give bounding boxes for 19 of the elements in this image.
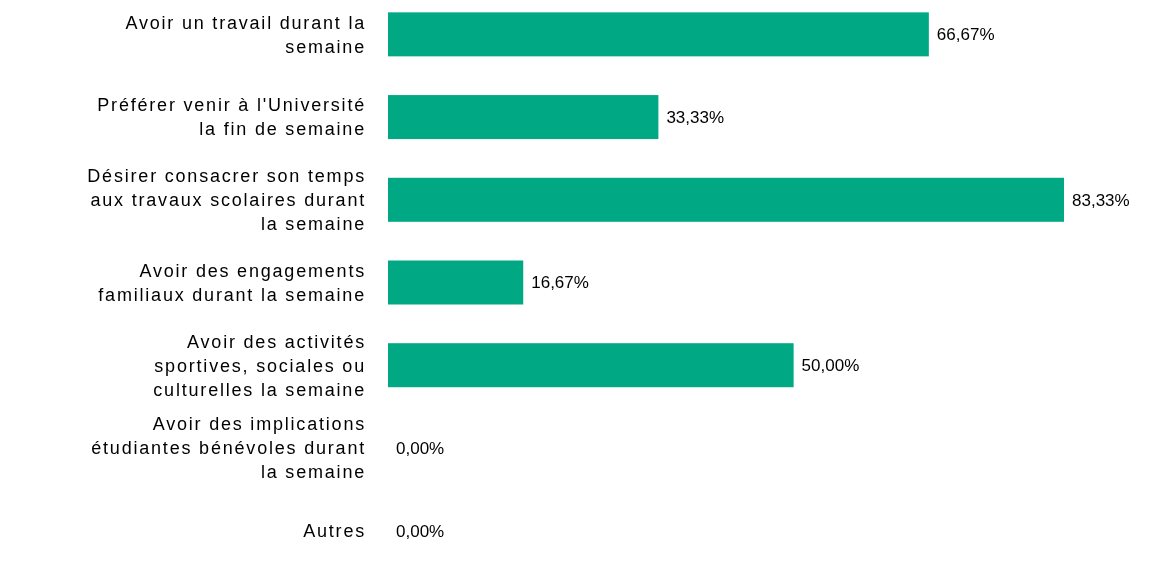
data-label: 66,67% <box>936 25 995 45</box>
data-label: 83,33% <box>1072 190 1130 210</box>
bar <box>388 95 659 140</box>
bar <box>388 343 794 388</box>
y-tick-label: Avoir un travail durant la semaine <box>125 12 366 57</box>
y-tick-label: Avoir des activités sportives, sociales ou culturelles la semaine <box>153 331 366 400</box>
data-label: 0,00% <box>396 438 445 458</box>
y-tick-label: Désirer consacrer son temps aux travaux scolaires durant la semaine <box>87 166 366 235</box>
data-label: 0,00% <box>396 521 445 541</box>
y-tick-label: Avoir des implications étudiantes bénévoles durant la semaine <box>91 414 366 483</box>
y-tick-label: Avoir des engagements familiaux durant la semaine <box>98 260 366 305</box>
bar <box>388 12 929 57</box>
y-tick-label: Autres <box>303 520 366 541</box>
y-tick-label: Préférer venir à l'Université la fin de semaine <box>97 95 366 140</box>
data-label: 16,67% <box>531 273 589 293</box>
data-label: 50,00% <box>801 356 860 376</box>
bar <box>388 177 1064 222</box>
data-label: 33,33% <box>666 108 725 128</box>
bar <box>388 260 524 305</box>
